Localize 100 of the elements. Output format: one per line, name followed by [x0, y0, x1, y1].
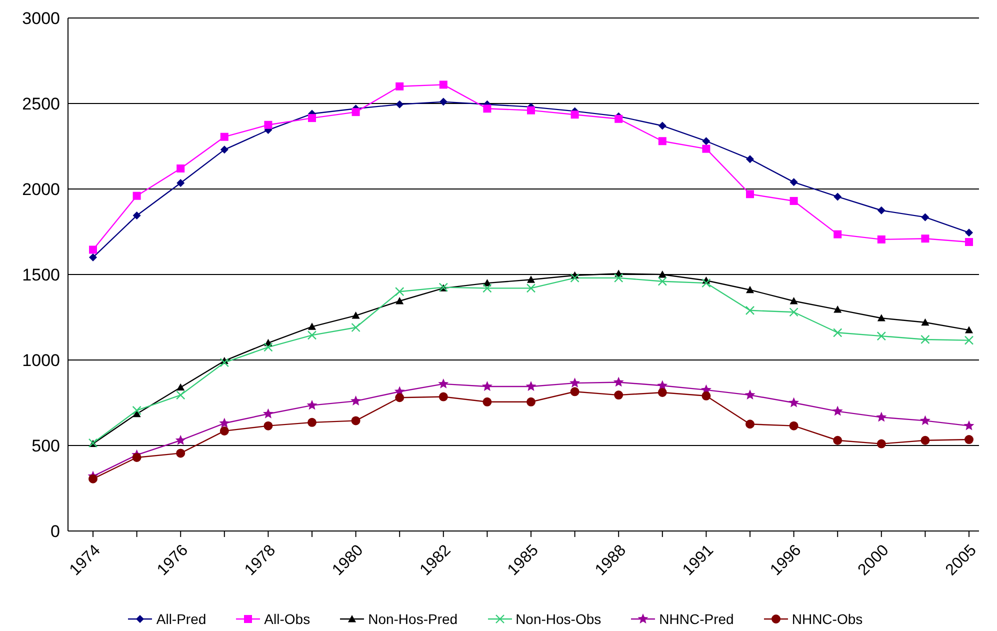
point: [307, 330, 317, 340]
point: [833, 328, 842, 338]
point: [264, 120, 272, 129]
legend-label: Non-Hos-Pred: [368, 611, 458, 627]
point: [526, 381, 536, 391]
legend-label: NHNC-Pred: [659, 611, 734, 627]
point: [789, 308, 798, 317]
y-tick-label: 2000: [22, 180, 60, 200]
point: [527, 276, 535, 283]
point: [395, 393, 404, 402]
point: [746, 190, 754, 198]
point: [964, 336, 974, 345]
point: [746, 155, 754, 164]
point: [570, 273, 580, 283]
point: [264, 342, 273, 352]
y-tick-label: 2500: [22, 94, 60, 114]
point: [965, 238, 973, 246]
point: [88, 474, 98, 484]
point: [89, 246, 97, 254]
legend-label: All-Pred: [156, 611, 206, 627]
point: [351, 322, 360, 332]
point: [264, 421, 273, 430]
point: [877, 206, 886, 214]
point: [350, 396, 362, 406]
point: [702, 278, 711, 288]
point: [262, 408, 274, 418]
point: [614, 273, 624, 283]
y-tick-label: 1500: [22, 266, 60, 285]
point: [438, 392, 448, 402]
point: [570, 378, 580, 388]
point: [396, 297, 404, 304]
point: [702, 391, 711, 400]
point: [658, 276, 667, 286]
point: [877, 235, 886, 244]
point: [921, 213, 930, 222]
point: [220, 146, 228, 154]
point: [832, 406, 843, 416]
y-tick-label: 0: [50, 522, 60, 542]
point: [658, 270, 666, 278]
point: [482, 381, 492, 391]
point: [175, 434, 186, 445]
point: [745, 306, 755, 316]
point: [308, 418, 316, 427]
point: [790, 297, 798, 304]
point: [176, 448, 186, 458]
point: [570, 110, 579, 119]
point: [220, 132, 228, 141]
point: [965, 228, 973, 237]
point: [833, 436, 842, 445]
point: [920, 436, 930, 445]
point: [439, 80, 448, 89]
legend-label: All-Obs: [264, 611, 310, 627]
point: [132, 212, 141, 220]
point: [352, 108, 360, 116]
point: [308, 114, 316, 122]
point: [176, 179, 185, 188]
point: [526, 284, 536, 293]
point: [89, 253, 97, 262]
point: [834, 306, 842, 313]
point: [964, 435, 974, 444]
point: [658, 388, 667, 397]
point: [176, 383, 185, 391]
point: [834, 230, 842, 238]
point: [352, 312, 360, 319]
point: [702, 144, 710, 153]
point: [132, 406, 142, 416]
point: [438, 378, 449, 388]
point: [396, 100, 404, 108]
y-tick-label: 1000: [22, 351, 60, 370]
point: [789, 421, 798, 430]
point: [351, 416, 360, 426]
point: [658, 122, 666, 130]
point: [921, 234, 930, 243]
point: [876, 331, 886, 341]
legend-label: Non-Hos-Obs: [516, 611, 602, 627]
point: [527, 106, 535, 114]
point: [614, 114, 623, 123]
point: [132, 452, 142, 462]
y-tick-label: 500: [32, 436, 60, 456]
point: [395, 287, 404, 296]
point: [132, 192, 141, 200]
point: [308, 322, 316, 330]
point: [834, 192, 842, 201]
point: [614, 390, 624, 400]
point: [526, 397, 536, 406]
point: [176, 164, 185, 172]
point: [396, 82, 404, 90]
point: [658, 137, 666, 146]
point: [176, 390, 186, 400]
point: [482, 397, 492, 406]
point: [920, 415, 930, 426]
point: [964, 420, 974, 430]
point: [570, 387, 580, 396]
point: [921, 318, 930, 326]
point: [220, 426, 229, 436]
point: [746, 420, 754, 429]
point: [613, 376, 624, 387]
point: [306, 400, 318, 410]
y-tick-label: 3000: [22, 9, 60, 28]
point: [876, 439, 886, 448]
